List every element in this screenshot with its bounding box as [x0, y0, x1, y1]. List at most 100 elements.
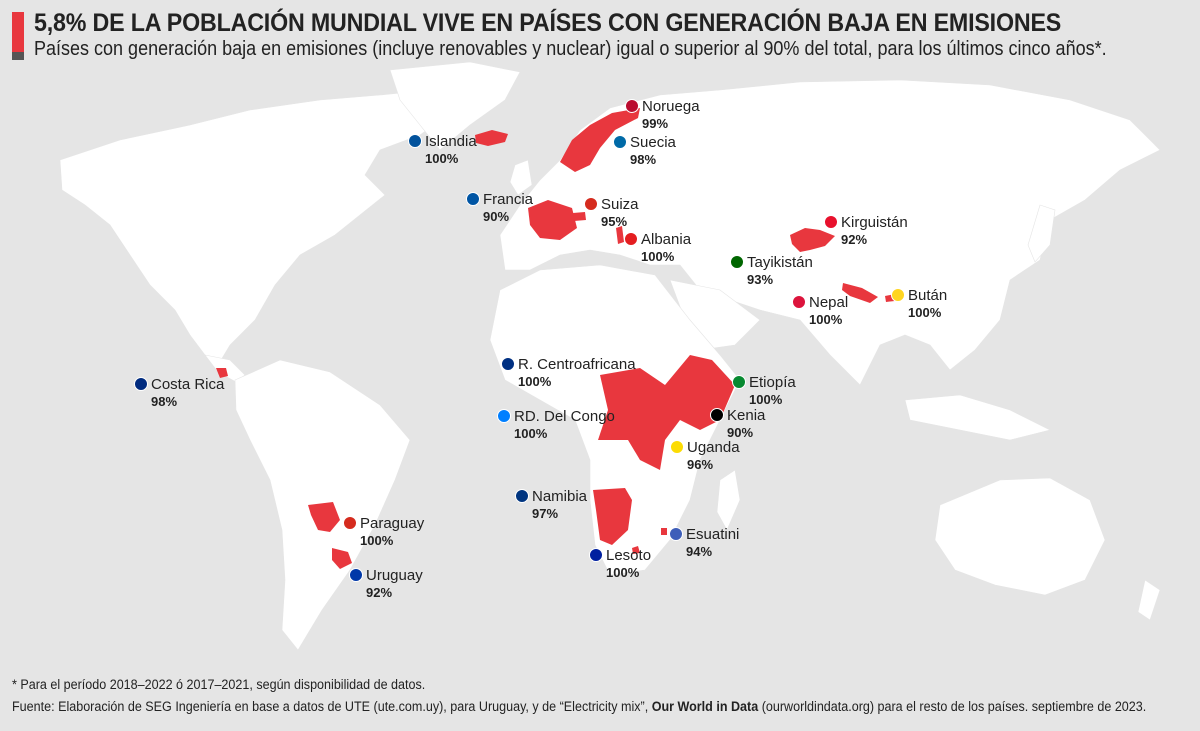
flag-icon [624, 232, 638, 246]
country-percentage: 100% [425, 151, 459, 166]
flag-icon [670, 440, 684, 454]
flag-icon [466, 192, 480, 206]
new-zealand-landmass [1137, 579, 1161, 621]
flag-icon [669, 527, 683, 541]
flag-icon [710, 408, 724, 422]
country-kyrgyzstan-tajikistan [790, 228, 835, 252]
source-line: Fuente: Elaboración de SEG Ingeniería en… [12, 699, 1146, 714]
country-name: Uruguay [366, 567, 423, 584]
flag-icon [824, 215, 838, 229]
country-name: Tayikistán [747, 254, 813, 271]
country-name: Nepal [809, 294, 849, 311]
country-percentage: 98% [630, 152, 657, 167]
country-label: Etiopía 100% [732, 374, 796, 408]
country-label: Kenia 90% [710, 407, 765, 441]
country-label: Suiza 95% [584, 196, 639, 230]
source-link-owid: Our World in Data [651, 699, 759, 714]
country-label: Costa Rica 98% [134, 376, 224, 410]
great-britain-landmass [509, 159, 533, 196]
source-suffix: (ourworldindata.org) para el resto de lo… [761, 699, 1147, 714]
country-percentage: 100% [514, 426, 548, 441]
flag-icon [584, 197, 598, 211]
country-label: Nepal 100% [792, 294, 848, 328]
country-label: Namibia 97% [515, 488, 587, 522]
accent-gray-block [12, 52, 24, 60]
country-label: Lesoto 100% [589, 547, 651, 581]
country-switzerland [573, 212, 586, 221]
country-name: Paraguay [360, 515, 425, 532]
flag-icon [408, 134, 422, 148]
source-prefix: Fuente: Elaboración de SEG Ingeniería en… [12, 699, 649, 714]
japan-landmass [1027, 204, 1056, 263]
country-percentage: 92% [366, 585, 393, 600]
country-uruguay [332, 548, 352, 569]
flag-icon [730, 255, 744, 269]
country-percentage: 100% [809, 312, 843, 327]
country-name: Islandia [425, 133, 477, 150]
flag-icon [134, 377, 148, 391]
country-france [528, 200, 577, 240]
greenland-landmass [389, 61, 521, 151]
country-lesotho [632, 546, 640, 554]
flag-icon [625, 99, 639, 113]
world-map [59, 61, 1161, 651]
country-percentage: 94% [686, 544, 713, 559]
country-name: RD. Del Congo [514, 408, 615, 425]
country-percentage: 100% [749, 392, 783, 407]
southeast-asia-islands [904, 394, 1051, 441]
country-name: Etiopía [749, 374, 796, 391]
country-name: Kirguistán [841, 214, 908, 231]
country-label: Paraguay 100% [343, 515, 424, 549]
country-name: Albania [641, 231, 692, 248]
country-namibia [593, 488, 632, 545]
country-name: R. Centroafricana [518, 356, 636, 373]
country-iceland [475, 130, 508, 146]
country-percentage: 100% [641, 249, 675, 264]
country-label: Esuatini 94% [669, 526, 739, 560]
footnote: * Para el período 2018–2022 ó 2017–2021,… [12, 677, 426, 692]
country-percentage: 93% [747, 272, 774, 287]
country-label: Kirguistán 92% [824, 214, 908, 248]
country-percentage: 99% [642, 116, 669, 131]
flag-icon [732, 375, 746, 389]
country-percentage: 97% [532, 506, 559, 521]
country-percentage: 100% [360, 533, 394, 548]
page-subtitle: Países con generación baja en emisiones … [34, 38, 1107, 60]
flag-icon [515, 489, 529, 503]
country-label: Uruguay 92% [349, 567, 423, 601]
country-name: Noruega [642, 98, 700, 115]
country-label: Albania 100% [624, 231, 691, 265]
country-percentage: 90% [727, 425, 754, 440]
country-percentage: 100% [908, 305, 942, 320]
flag-icon [501, 357, 515, 371]
country-name: Esuatini [686, 526, 740, 543]
australia-landmass [934, 477, 1106, 596]
country-name: Uganda [687, 439, 740, 456]
country-label: R. Centroafricana 100% [501, 356, 636, 390]
country-label: Uganda 96% [670, 439, 740, 473]
country-percentage: 90% [483, 209, 510, 224]
country-name: Lesoto [606, 547, 652, 564]
country-name: Francia [483, 191, 534, 208]
country-label: Bután 100% [891, 287, 947, 321]
country-label: Noruega 99% [625, 98, 700, 132]
country-percentage: 95% [601, 214, 628, 229]
country-norway-sweden [560, 108, 640, 172]
country-costa-rica [216, 368, 228, 378]
flag-icon [613, 135, 627, 149]
north-america-landmass [59, 89, 456, 366]
title-accent-bar [12, 12, 24, 60]
country-percentage: 92% [841, 232, 868, 247]
flag-icon [497, 409, 511, 423]
country-eswatini [661, 528, 667, 535]
country-albania [616, 226, 624, 244]
accent-red-block [12, 12, 24, 52]
country-percentage: 96% [687, 457, 714, 472]
country-name: Suiza [601, 196, 639, 213]
flag-icon [891, 288, 905, 302]
country-central-africa [598, 355, 735, 470]
country-name: Costa Rica [151, 376, 225, 393]
country-name: Namibia [532, 488, 588, 505]
country-name: Kenia [727, 407, 766, 424]
country-label: Tayikistán 93% [730, 254, 813, 288]
